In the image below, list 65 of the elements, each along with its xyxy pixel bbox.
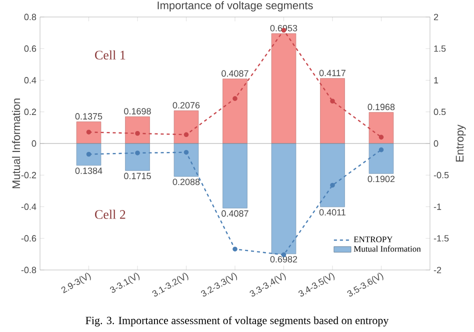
bar (174, 143, 199, 177)
point (86, 152, 92, 157)
y-tick-label: -0.6 (21, 235, 36, 242)
data-label: 0.2076 (172, 102, 200, 108)
y2-tick-label: 0.5 (434, 108, 446, 116)
point (232, 96, 238, 101)
point (378, 147, 384, 152)
y-tick-label: 0 (32, 140, 36, 147)
data-label: 0.1375 (75, 113, 102, 120)
point (135, 130, 140, 136)
y-tick-label: -0.4 (21, 204, 36, 210)
annotation: 0.4087 (222, 210, 248, 217)
annotation: 0.1384 (75, 168, 102, 174)
annotation: 0.4011 (319, 209, 346, 216)
chart-title: Importance of voltage segments (158, 1, 313, 12)
bar (76, 122, 102, 144)
y2-tick-label: -2 (434, 266, 442, 274)
y-tick-label: 0.6 (24, 45, 36, 52)
y2-axis-title: Entropy (456, 124, 466, 162)
point (330, 98, 335, 104)
caption: Fig. 3. Importance assessment of voltage segments based on entropy (86, 316, 389, 326)
data-label: 0.1968 (368, 104, 395, 110)
annotation: 0.1715 (124, 172, 151, 180)
y-axis-title: Mutual Information (12, 98, 20, 188)
y-tick-label: 0.2 (24, 108, 36, 116)
bar (125, 143, 150, 171)
y-tick-label: -0.8 (21, 266, 36, 274)
point (232, 246, 238, 252)
bar (271, 143, 296, 254)
y2-tick-label: 1 (434, 77, 438, 84)
bar (174, 110, 199, 144)
bar (320, 78, 345, 144)
y-tick-label: 0.8 (24, 14, 36, 20)
y2-tick-label: -0.5 (434, 172, 449, 178)
y2-tick-label: -1 (434, 204, 442, 210)
point (184, 132, 189, 138)
point (378, 134, 384, 140)
bar (320, 143, 345, 208)
y2-tick-label: 2 (434, 14, 438, 20)
annotation: 0.6982 (270, 256, 298, 262)
point (86, 130, 92, 135)
bar (222, 78, 248, 144)
bar (368, 143, 394, 174)
legend-label: Mutual Information (354, 246, 421, 252)
bar (271, 33, 296, 144)
y-tick-label: 0.4 (24, 77, 36, 84)
data-label: 0.4087 (222, 70, 248, 77)
y2-tick-label: 1.5 (434, 45, 446, 52)
point (135, 150, 140, 156)
annotation: 0.2088 (172, 178, 200, 186)
annotation: 0.1902 (368, 176, 395, 182)
bar (222, 143, 248, 208)
annotation: Cell 2 (95, 210, 126, 219)
y2-tick-label: 0 (434, 140, 438, 147)
bar (76, 143, 102, 166)
y2-tick-label: -1.5 (434, 235, 449, 242)
bar (368, 112, 394, 144)
annotation: Cell 1 (95, 50, 126, 60)
data-label: 0.1698 (124, 108, 151, 114)
bar (125, 116, 150, 144)
point (184, 150, 189, 155)
point (330, 182, 335, 188)
data-label: 0.4117 (319, 70, 346, 76)
legend-label: ENTROPY (354, 236, 393, 242)
y-tick-label: -0.2 (21, 172, 36, 178)
